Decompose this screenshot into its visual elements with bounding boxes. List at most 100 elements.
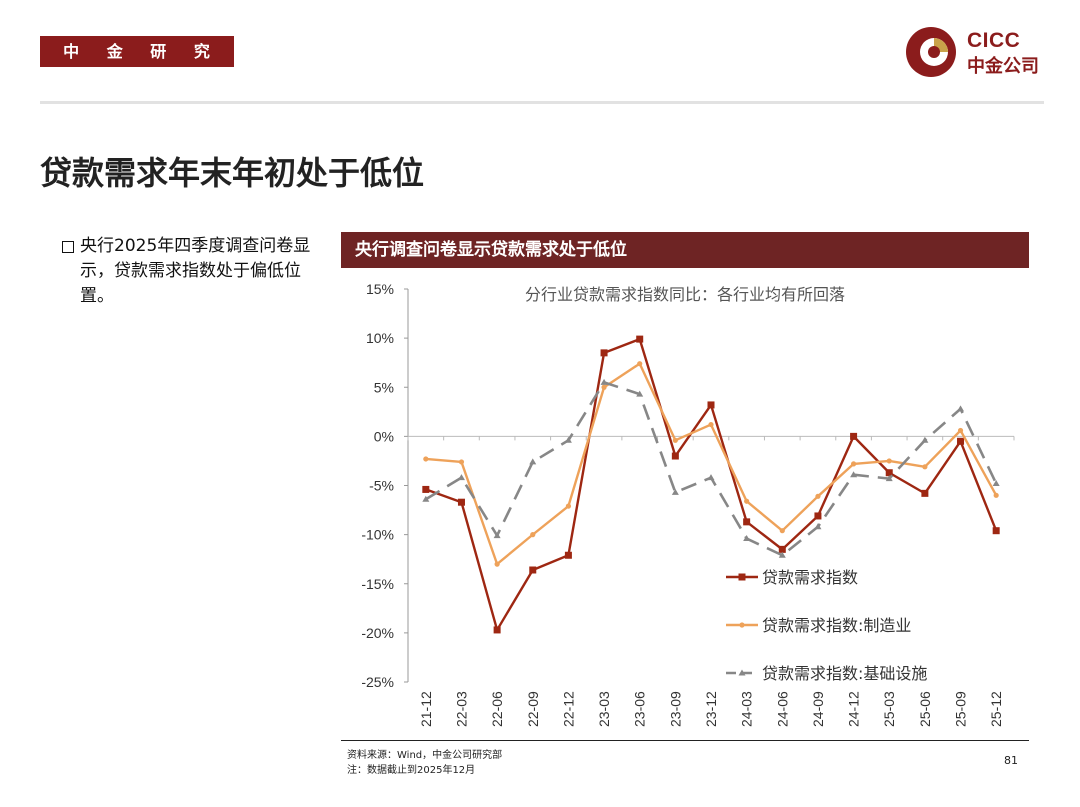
data-point-infra [850, 471, 858, 478]
header-divider [40, 101, 1044, 104]
data-point-total [564, 551, 572, 559]
x-tick-label: 25-09 [953, 691, 969, 727]
x-tick-label: 24-03 [739, 691, 755, 727]
y-tick-label: -5% [369, 478, 394, 494]
legend-marker-total [738, 573, 746, 581]
line-chart: 分行业贷款需求指数同比：各行业均有所回落 15% 10% 5% 0% -5% -10% -1… [361, 281, 1015, 727]
data-point-infra [457, 474, 465, 481]
data-point-manufacturing [922, 464, 928, 470]
cicc-logo-icon [906, 27, 956, 77]
data-point-infra [422, 495, 430, 502]
data-point-total [707, 401, 715, 409]
data-point-infra [493, 532, 501, 539]
data-point-infra [885, 475, 893, 482]
chart-header: 央行调查问卷显示贷款需求处于低位 [341, 232, 1029, 268]
data-point-total [992, 527, 1000, 535]
data-point-total [529, 566, 537, 574]
data-point-infra [529, 458, 537, 465]
y-tick-label: 10% [366, 330, 394, 346]
data-point-manufacturing [886, 458, 892, 464]
data-point-infra [992, 480, 1000, 487]
page-title: 贷款需求年末年初处于低位 [40, 154, 425, 192]
data-point-total [850, 432, 858, 440]
data-point-manufacturing [744, 498, 750, 504]
data-point-infra [957, 405, 965, 412]
logo-text-cn: 中金公司 [967, 56, 1039, 77]
data-point-total [671, 452, 679, 460]
x-tick-label: 24-09 [810, 691, 826, 727]
data-point-manufacturing [815, 493, 821, 499]
data-point-infra [707, 474, 715, 481]
chart-title: 分行业贷款需求指数同比：各行业均有所回落 [525, 285, 845, 304]
data-point-manufacturing [637, 361, 643, 367]
data-point-manufacturing [423, 456, 429, 462]
footer-source: 资料来源：Wind，中金公司研究部 [347, 750, 503, 761]
x-tick-label: 22-06 [489, 691, 505, 727]
data-point-total [636, 335, 644, 343]
data-point-manufacturing [494, 561, 500, 567]
data-point-total [493, 626, 501, 634]
legend-label-3: 贷款需求指数:基础设施 [762, 664, 927, 683]
data-point-manufacturing [708, 421, 714, 428]
y-tick-label: 5% [374, 379, 394, 395]
x-tick-label: 25-06 [917, 691, 933, 727]
x-tick-label: 23-06 [632, 691, 648, 727]
data-point-manufacturing [850, 461, 857, 467]
series-line-1 [425, 337, 998, 632]
y-tick-label: -15% [361, 576, 394, 592]
dept-tag: 中 金 研 究 部 [40, 36, 234, 92]
bullet-text: 央行2025年四季度调查问卷显示，贷款需求指数处于偏低位置。 [80, 236, 311, 306]
data-point-infra [921, 436, 929, 443]
x-tick-label: 22-12 [560, 691, 576, 727]
series-line-2 [425, 362, 998, 566]
cicc-logo: CICC 中金公司 [905, 24, 1055, 80]
data-point-infra [743, 535, 751, 542]
page-number: 81 [1004, 754, 1018, 767]
x-tick-label: 25-03 [881, 691, 897, 727]
data-point-manufacturing [458, 459, 465, 465]
legend-label-2: 贷款需求指数:制造业 [762, 616, 911, 635]
data-point-total [885, 469, 893, 477]
data-point-total [743, 518, 751, 526]
x-tick-label: 22-03 [453, 691, 469, 727]
data-point-total [457, 498, 465, 506]
data-point-infra [778, 551, 786, 558]
legend-marker-manufacturing [739, 622, 745, 628]
data-point-total [957, 437, 965, 445]
data-point-total [921, 489, 929, 497]
x-tick-label: 22-09 [525, 691, 541, 727]
y-tick-label: -10% [361, 527, 394, 543]
legend-marker-infra [738, 669, 746, 676]
data-point-infra [636, 390, 644, 397]
x-tick-label: 21-12 [418, 691, 434, 727]
x-tick-label: 23-03 [596, 691, 612, 727]
data-point-infra [671, 488, 679, 495]
footer-divider [341, 740, 1029, 741]
data-point-manufacturing [530, 532, 536, 538]
y-tick-label: 15% [366, 281, 394, 297]
x-tick-label: 24-12 [846, 691, 862, 727]
logo-text-en: CICC [967, 29, 1021, 52]
y-tick-label: -20% [361, 625, 394, 641]
data-point-manufacturing [957, 427, 964, 434]
data-point-manufacturing [672, 437, 678, 443]
data-point-infra [600, 378, 608, 385]
data-point-manufacturing [601, 384, 607, 390]
bullet-square-icon [62, 241, 74, 253]
x-tick-label: 23-09 [667, 691, 683, 727]
y-tick-label: 0% [374, 428, 394, 444]
data-point-manufacturing [993, 492, 999, 498]
data-point-total [600, 349, 608, 357]
footer-note: 注：数据截止到2025年12月 [347, 765, 476, 776]
y-tick-label: -25% [361, 674, 394, 690]
x-tick-label: 24-06 [774, 691, 790, 727]
data-point-total [422, 485, 430, 493]
x-tick-label: 25-12 [988, 691, 1004, 727]
data-point-total [778, 545, 786, 553]
data-point-manufacturing [565, 503, 572, 509]
data-point-infra [564, 436, 572, 443]
data-point-manufacturing [779, 528, 785, 534]
data-point-infra [814, 523, 822, 530]
legend-label-1: 贷款需求指数 [762, 568, 858, 587]
x-tick-label: 23-12 [703, 691, 719, 727]
